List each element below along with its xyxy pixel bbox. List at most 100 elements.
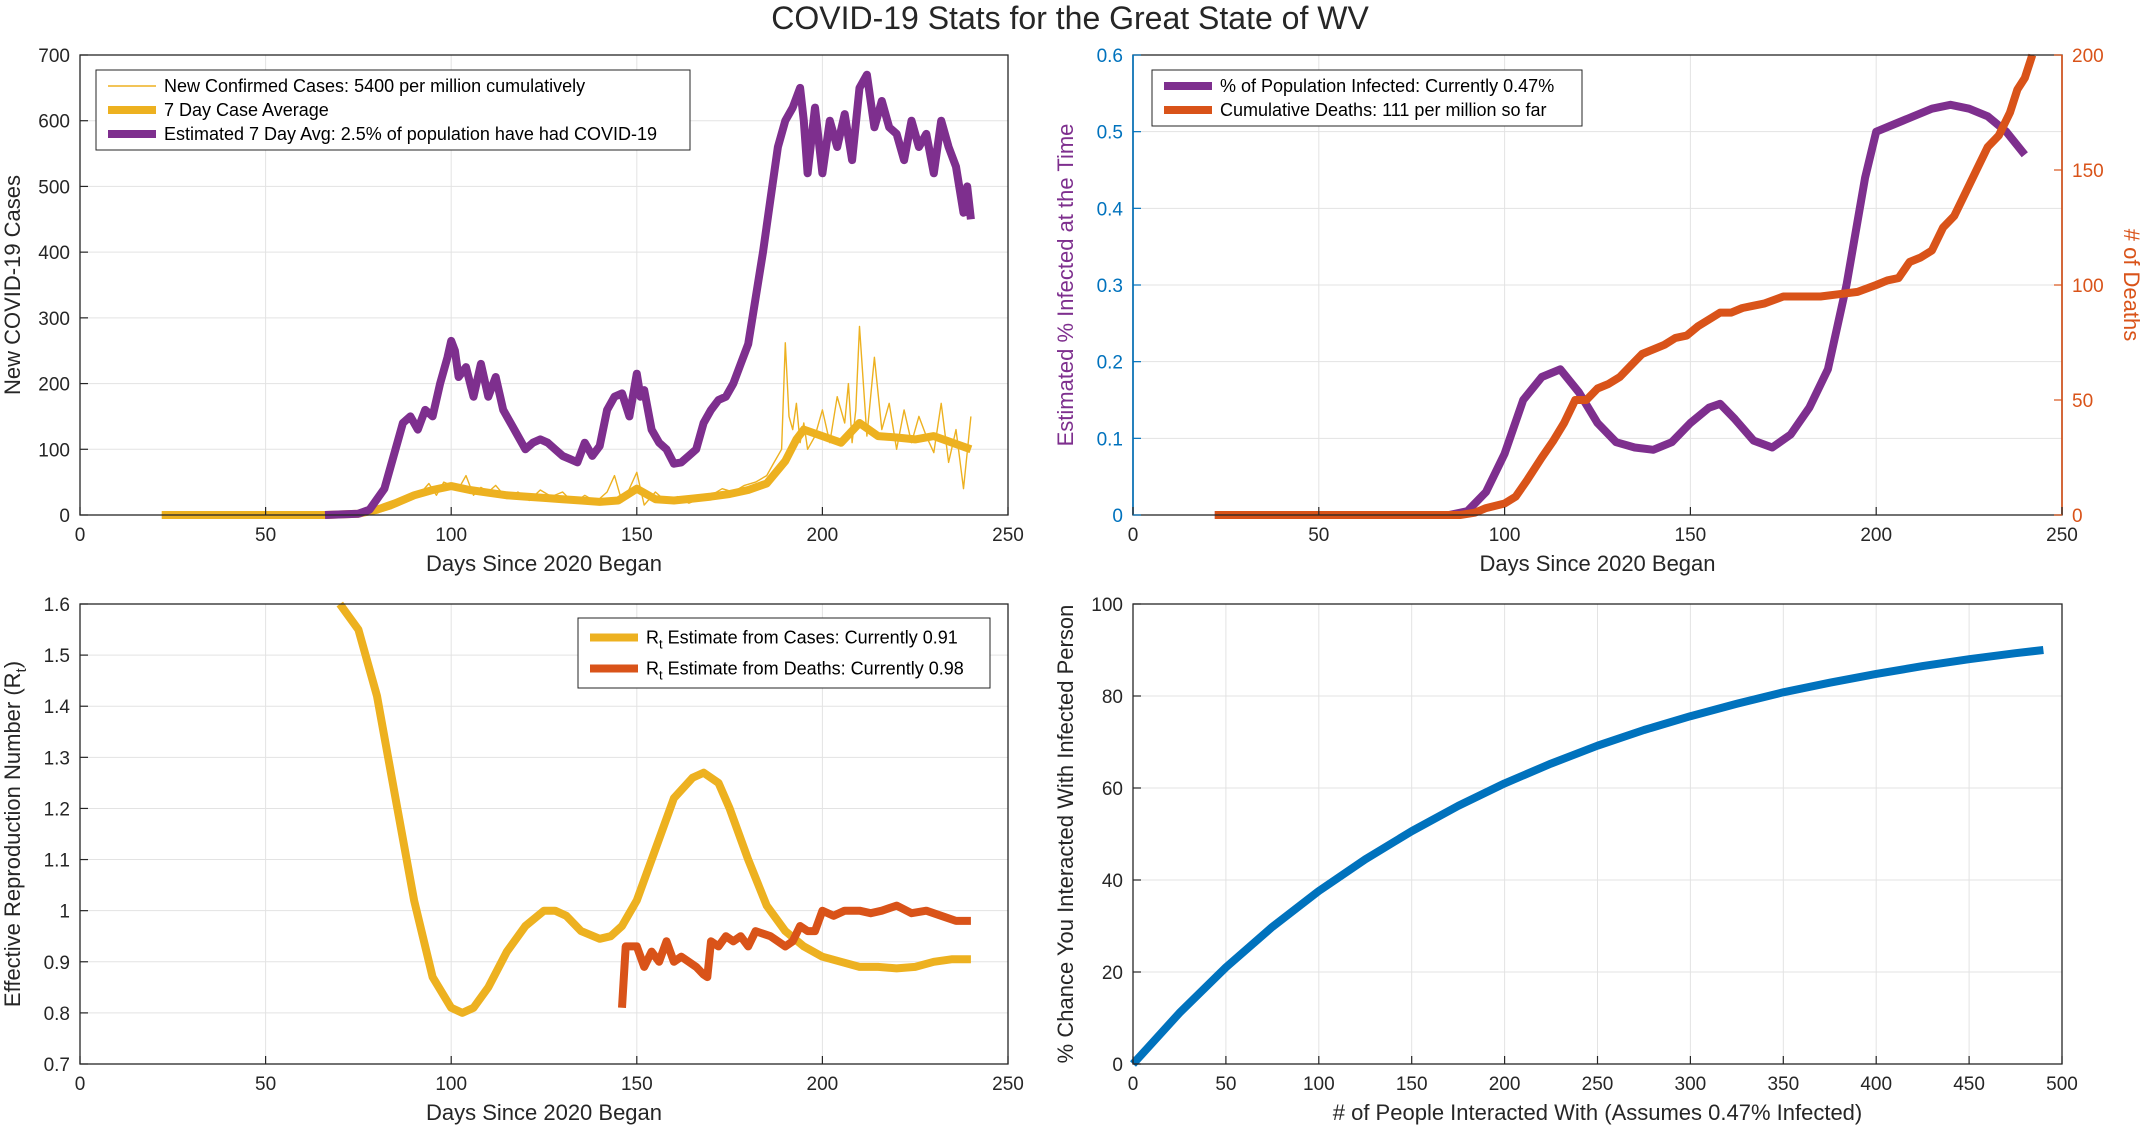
rt-xtick-label-0: 0	[75, 1074, 86, 1095]
infected-y2tick-label-4: 200	[2072, 46, 2104, 67]
chance-xtick-label-9: 450	[1953, 1074, 1985, 1095]
chance-ytick-label-3: 60	[1102, 779, 1123, 800]
chance-xtick-label-5: 250	[1582, 1074, 1614, 1095]
cases-chart: 0 50 100 150 200 250 0 100 200 300 400 500 600 700 Day…	[0, 46, 1024, 576]
rt-ytick-label-5: 1.2	[44, 799, 70, 820]
infected-ytick-label-3: 0.3	[1097, 276, 1123, 297]
rt-series-1-line	[618, 901, 971, 1009]
rt-xtick-label-4: 200	[807, 1074, 839, 1095]
infected-ylabel: Estimated % Infected at the Time	[1053, 124, 1078, 447]
cases-legend: New Confirmed Cases: 5400 per million cu…	[95, 69, 691, 151]
cases-legend-box	[95, 69, 691, 151]
rt-xtick-label-5: 250	[992, 1074, 1024, 1095]
cases-ytick-label-7: 700	[38, 46, 70, 67]
rt-ylabel: Effective Reproduction Number (Rt)	[0, 661, 30, 1007]
infected-xlabel: Days Since 2020 Began	[1479, 551, 1715, 576]
rt-series-0-line	[336, 601, 971, 1017]
infected-y2label: # of Deaths	[2119, 229, 2140, 342]
rt-ytick-label-8: 1.5	[44, 646, 70, 667]
infected-ytick-label-0: 0	[1112, 506, 1123, 527]
infected-ytick-label-1: 0.1	[1097, 429, 1123, 450]
infected-y2tick-label-0: 0	[2072, 506, 2083, 527]
infected-series-0-line	[1214, 100, 2028, 519]
rt-ytick-label-3: 1	[59, 902, 70, 923]
cases-xtick-label-5: 250	[992, 525, 1024, 546]
rt-legend-box	[577, 617, 991, 689]
rt-xtick-label-3: 150	[621, 1074, 653, 1095]
infected-legend-label-0: % of Population Infected: Currently 0.47…	[1220, 76, 1554, 96]
cases-ylabel: New COVID-19 Cases	[0, 175, 25, 395]
cases-legend-label-0: New Confirmed Cases: 5400 per million cu…	[164, 76, 585, 96]
infected-ytick-label-2: 0.2	[1097, 353, 1123, 374]
rt-legend: Rt Estimate from Cases: Currently 0.91 Rt…	[577, 617, 991, 689]
infected-legend-label-1: Cumulative Deaths: 111 per million so fa…	[1220, 100, 1546, 120]
cases-legend-label-1: 7 Day Case Average	[164, 100, 329, 120]
infected-xtick-label-2: 100	[1489, 525, 1521, 546]
cases-ytick-label-5: 500	[38, 177, 70, 198]
infected-legend: % of Population Infected: Currently 0.47…	[1151, 69, 1583, 127]
rt-ytick-label-9: 1.6	[44, 595, 70, 616]
cases-xtick-label-0: 0	[75, 525, 86, 546]
infected-xtick-label-4: 200	[1860, 525, 1892, 546]
chance-ylabel: % Chance You Interacted With Infected Pe…	[1053, 605, 1078, 1064]
rt-ytick-label-7: 1.4	[44, 697, 71, 718]
rt-xtick-label-2: 100	[435, 1074, 467, 1095]
infected-ytick-label-4: 0.4	[1097, 199, 1124, 220]
rt-chart: 0 50 100 150 200 250 0.7 0.8 0.9 1 1.1 1.2 1.3 1.4 1.5…	[0, 595, 1024, 1125]
infected-chart: 0 50 100 150 200 25000.10.20.30.40.50.6050100…	[1053, 46, 2140, 576]
chance-xlabel: # of People Interacted With (Assumes 0.4…	[1333, 1100, 1863, 1125]
rt-ytick-label-0: 0.7	[44, 1055, 70, 1076]
chance-ytick-label-5: 100	[1091, 595, 1123, 616]
chance-xtick-label-6: 300	[1675, 1074, 1707, 1095]
rt-ytick-label-6: 1.3	[44, 748, 70, 769]
infected-ytick-label-6: 0.6	[1097, 46, 1123, 67]
rt-axes-box	[79, 603, 1009, 1065]
infected-ytick-label-5: 0.5	[1097, 123, 1123, 144]
rt-xlabel: Days Since 2020 Began	[426, 1100, 662, 1125]
infected-series-1-line	[1214, 53, 2037, 519]
infected-y2tick-label-1: 50	[2072, 391, 2093, 412]
cases-xtick-label-4: 200	[807, 525, 839, 546]
cases-ytick-label-6: 600	[38, 112, 70, 133]
cases-xlabel: Days Since 2020 Began	[426, 551, 662, 576]
chance-chart: 0 50 100 150 200 250 300 350 400 450 500 0 20 40 60 80 1…	[1053, 595, 2078, 1125]
chance-ytick-label-2: 40	[1102, 871, 1123, 892]
chance-series-0-line	[1130, 646, 2044, 1067]
rt-ytick-label-1: 0.8	[44, 1004, 70, 1025]
cases-ytick-label-0: 0	[59, 506, 70, 527]
infected-xtick-label-1: 50	[1308, 525, 1329, 546]
cases-ytick-label-4: 400	[38, 243, 70, 264]
cases-axes-box	[79, 54, 1009, 516]
rt-legend-label-0: Rt Estimate from Cases: Currently 0.91	[646, 628, 958, 652]
chance-xtick-label-1: 50	[1215, 1074, 1236, 1095]
infected-y2tick-label-2: 100	[2072, 276, 2104, 297]
cases-xtick-label-1: 50	[255, 525, 276, 546]
cases-ytick-label-3: 300	[38, 309, 70, 330]
infected-xtick-label-0: 0	[1128, 525, 1139, 546]
chance-xtick-label-0: 0	[1128, 1074, 1139, 1095]
chance-ytick-label-4: 80	[1102, 687, 1123, 708]
chance-xtick-label-3: 150	[1396, 1074, 1428, 1095]
cases-xtick-label-2: 100	[435, 525, 467, 546]
chance-xtick-label-4: 200	[1489, 1074, 1521, 1095]
infected-xtick-label-3: 150	[1675, 525, 1707, 546]
infected-y2tick-label-3: 150	[2072, 161, 2104, 182]
rt-ytick-label-2: 0.9	[44, 953, 70, 974]
cases-legend-label-2: Estimated 7 Day Avg: 2.5% of population …	[164, 124, 657, 144]
chance-xtick-label-10: 500	[2046, 1074, 2078, 1095]
cases-series-1-line	[161, 419, 973, 519]
chance-xtick-label-8: 400	[1860, 1074, 1892, 1095]
chance-ytick-label-1: 20	[1102, 963, 1123, 984]
chance-xtick-label-2: 100	[1303, 1074, 1335, 1095]
rt-legend-label-1: Rt Estimate from Deaths: Currently 0.98	[646, 659, 964, 683]
cases-series-2-line	[324, 70, 975, 519]
chance-ytick-label-0: 0	[1112, 1055, 1123, 1076]
figure-title: COVID-19 Stats for the Great State of WV	[771, 0, 1369, 36]
cases-ytick-label-1: 100	[38, 440, 70, 461]
infected-xtick-label-5: 250	[2046, 525, 2078, 546]
cases-xtick-label-3: 150	[621, 525, 653, 546]
rt-xtick-label-1: 50	[255, 1074, 276, 1095]
infected-legend-box	[1151, 69, 1583, 127]
rt-ytick-label-4: 1.1	[44, 851, 70, 872]
